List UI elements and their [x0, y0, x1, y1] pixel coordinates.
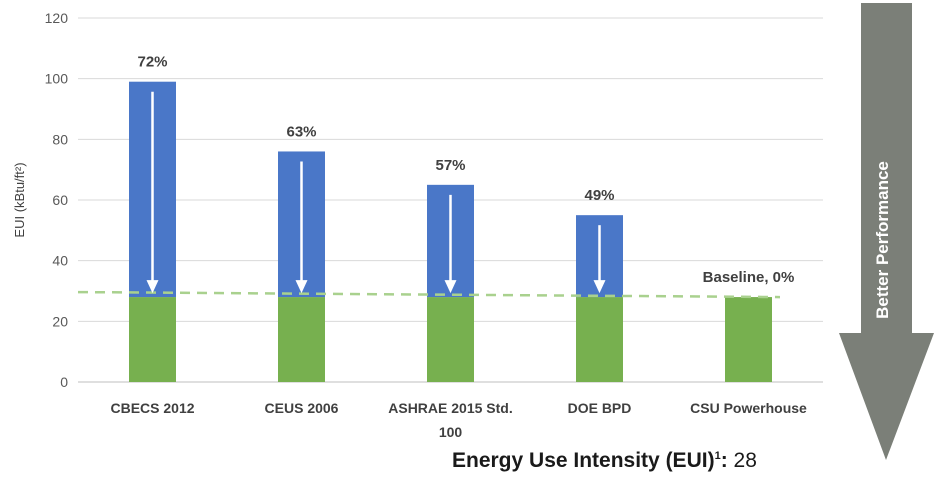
bar-green: [278, 297, 325, 382]
eui-footer: Energy Use Intensity (EUI)1: 28: [452, 449, 757, 473]
y-tick-label: 20: [52, 313, 68, 329]
down-arrow-head: [444, 280, 457, 294]
bar-green: [576, 297, 623, 382]
category-label-line2: 100: [439, 424, 463, 440]
baseline-group: [77, 290, 781, 299]
data-label: Baseline, 0%: [703, 269, 795, 286]
baseline-dashed-line: [77, 290, 781, 299]
eui-footer-value: 28: [733, 449, 757, 472]
category-label: DOE BPD: [568, 400, 632, 416]
down-arrow-head: [295, 280, 308, 294]
eui-footer-label: Energy Use Intensity (EUI): [452, 449, 715, 472]
eui-footer-superscript: 1: [714, 450, 721, 462]
bar-green: [725, 297, 772, 382]
better-performance-arrow: Better Performance: [839, 3, 934, 460]
bar-green: [427, 297, 474, 382]
y-tick-label: 100: [45, 71, 69, 87]
down-arrow-head: [146, 280, 159, 294]
data-label: 63%: [286, 123, 316, 140]
y-tick-label: 120: [45, 10, 69, 26]
data-label: 49%: [584, 187, 614, 204]
down-arrow-head: [593, 280, 606, 294]
data-label: 57%: [435, 157, 465, 174]
better-performance-label: Better Performance: [873, 161, 892, 319]
data-labels: 72% 63% 57% 49% Baseline, 0%: [137, 54, 794, 286]
category-labels: CBECS 2012 CEUS 2006 ASHRAE 2015 Std. 100 DO…: [110, 400, 807, 440]
y-tick-label: 60: [52, 192, 68, 208]
category-label: CBECS 2012: [110, 400, 194, 416]
bar-green: [129, 297, 176, 382]
category-label: CSU Powerhouse: [690, 400, 807, 416]
y-axis-ticks: 0 20 40 60 80 100 120: [45, 10, 69, 390]
y-tick-label: 80: [52, 131, 68, 147]
category-label: CEUS 2006: [265, 400, 339, 416]
y-axis-label: EUI (kBtu/ft²): [12, 162, 27, 237]
y-tick-label: 40: [52, 253, 68, 269]
y-tick-label: 0: [60, 374, 68, 390]
data-label: 72%: [137, 54, 167, 71]
eui-footer-colon: :: [720, 449, 728, 472]
bar-arrows: [146, 91, 606, 294]
category-label: ASHRAE 2015 Std.: [388, 400, 512, 416]
down-arrow-icon: [839, 3, 934, 460]
